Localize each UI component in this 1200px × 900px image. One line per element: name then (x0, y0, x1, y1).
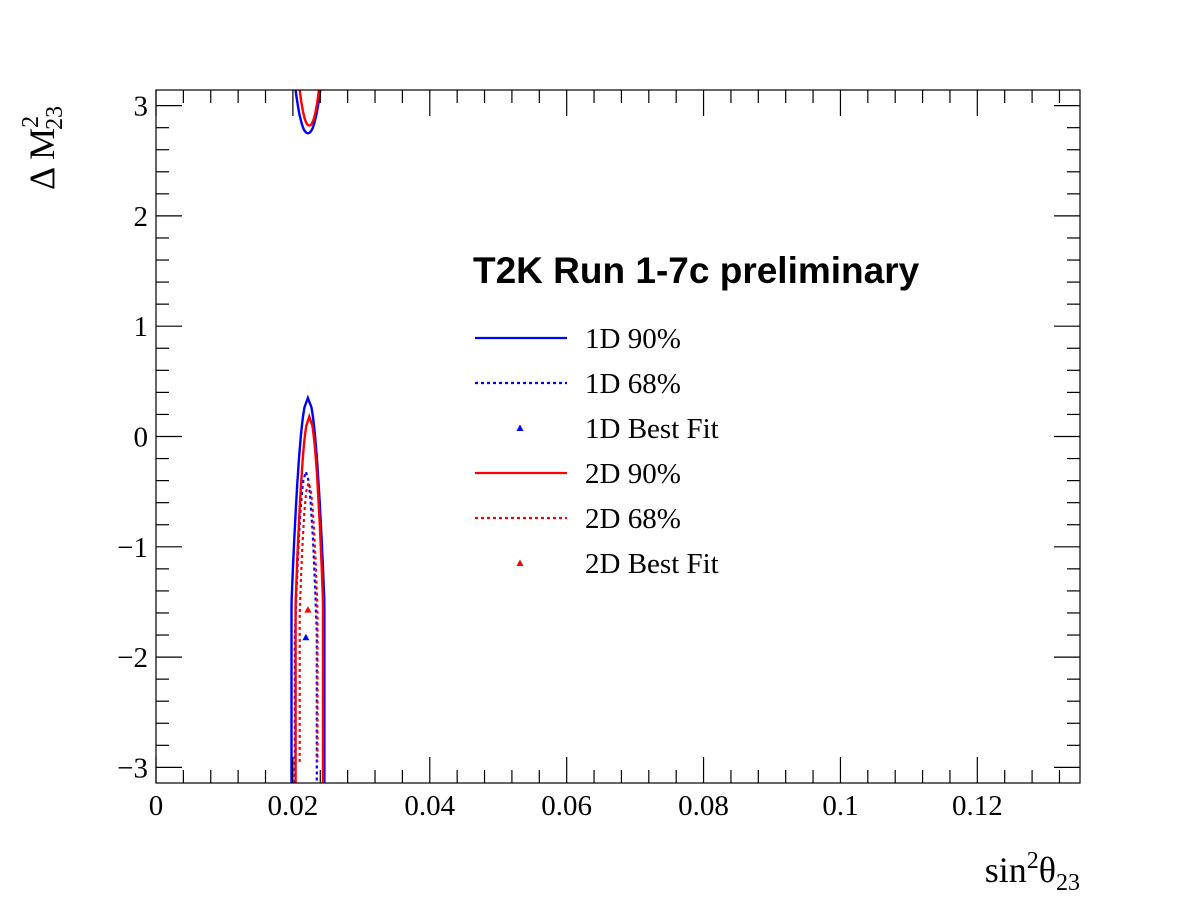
x-axis-title: sin2θ23 (985, 848, 1080, 896)
x-tick-label: 0.1 (822, 790, 858, 822)
best-fit-marker-1d-best-fit (302, 633, 310, 641)
legend-marker-1d-best-fit (516, 424, 524, 431)
axis-ticks (155, 90, 1080, 783)
contour-2d-90-1 (294, 412, 325, 783)
chart-header: T2K Run 1-7c preliminary (473, 250, 920, 291)
y-tick-label: 3 (134, 91, 149, 123)
contour-2d-90-2 (298, 90, 321, 127)
x-tick-label: 0.12 (952, 790, 1003, 822)
legend-label-2d-90: 2D 90% (585, 458, 681, 490)
contour-1d-90-2 (294, 90, 322, 135)
legend-label-1d-68: 1D 68% (585, 368, 681, 400)
plot-marks (290, 90, 326, 783)
y-tick-label: −3 (117, 752, 148, 784)
contour-2d-68-1 (298, 478, 319, 762)
y-tick-label: −2 (117, 642, 148, 674)
legend-label-1d-90: 1D 90% (585, 323, 681, 355)
x-tick-label: 0.06 (541, 790, 592, 822)
x-tick-label: 0.08 (678, 790, 729, 822)
tick-labels: 0 0.02 0.04 0.06 0.08 0.1 0.12 −3 −2 −1 0 1 2 3 (117, 91, 1003, 822)
legend-label-1d-best-fit: 1D Best Fit (585, 413, 719, 445)
legend: 1D 90% 1D 68% 1D Best Fit 2D 90% 2D 68% 2D Be… (475, 323, 719, 580)
legend-label-2d-68: 2D 68% (585, 503, 681, 535)
legend-label-2d-best-fit: 2D Best Fit (585, 548, 719, 580)
x-tick-label: 0 (149, 790, 164, 822)
best-fit-marker-2d-best-fit (304, 606, 312, 613)
y-tick-label: 0 (134, 422, 149, 454)
y-axis-title: Δ M223 (18, 106, 68, 190)
y-tick-label: −1 (117, 532, 148, 564)
y-tick-label: 2 (134, 201, 149, 233)
x-tick-label: 0.02 (268, 790, 319, 822)
legend-marker-2d-best-fit (516, 559, 524, 566)
x-tick-label: 0.04 (404, 790, 455, 822)
y-tick-label: 1 (134, 311, 149, 343)
contour-1d-90-1 (290, 394, 326, 783)
